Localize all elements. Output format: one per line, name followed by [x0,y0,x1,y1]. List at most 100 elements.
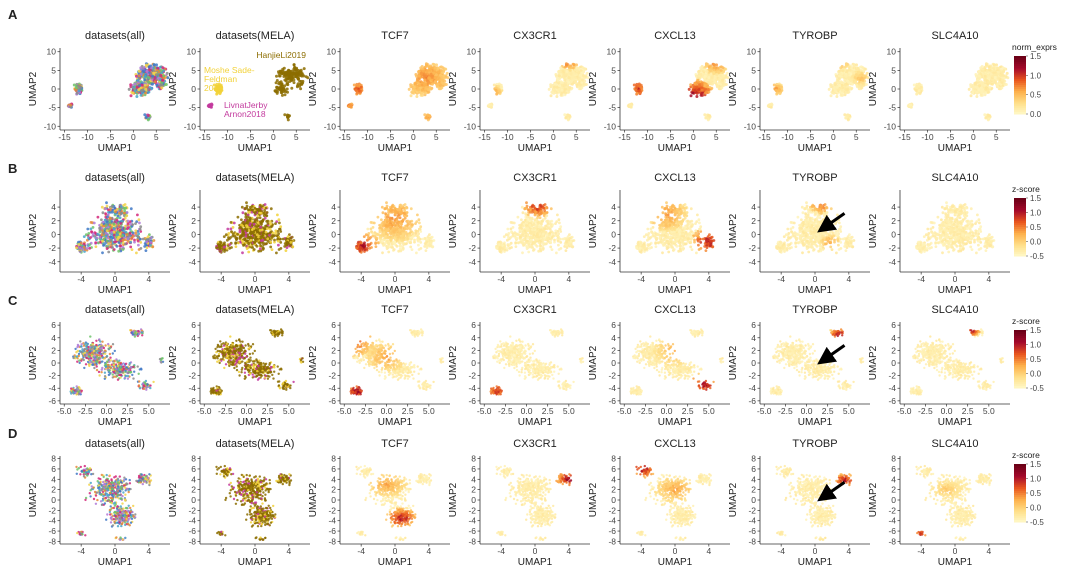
data-point [417,69,421,73]
data-point [563,113,567,117]
data-point [92,221,96,225]
data-point [161,78,164,82]
data-point [162,69,165,73]
data-point [144,116,148,119]
data-point [774,88,778,92]
dataset-label: HanjieLi2019 [256,50,306,60]
data-point [419,66,423,70]
data-point [302,67,306,71]
data-point [415,95,419,98]
data-point [975,95,979,98]
data-point [568,68,572,72]
data-point [704,116,708,119]
data-point [557,69,561,73]
data-point [851,74,855,78]
data-point [703,78,707,82]
data-point [130,236,134,239]
data-point [137,74,141,78]
data-point [426,114,430,117]
data-point [97,241,100,245]
data-point [139,225,143,229]
data-point [706,118,710,122]
data-point [155,63,158,67]
data-point [122,206,126,210]
data-point [637,84,641,88]
data-point [637,89,641,93]
data-point [279,80,283,84]
data-point [427,90,431,94]
panel-title: CX3CR1 [513,30,556,42]
colorbar-segment [1014,106,1026,109]
data-point [977,74,981,78]
data-point [579,73,583,77]
data-point [992,63,996,67]
data-point [286,114,290,117]
data-point [355,91,359,95]
data-point [77,84,81,88]
data-point [121,246,125,249]
data-point [700,91,704,95]
x-axis-label: UMAP1 [238,143,273,154]
data-point [424,116,428,119]
data-point [276,90,279,94]
data-point [494,88,498,92]
data-point [846,88,850,91]
data-point [349,103,352,107]
colorbar-segment [1014,104,1026,107]
x-tick-label: -15 [618,132,631,142]
data-point [439,73,443,77]
data-point [584,83,588,86]
data-point [850,82,854,86]
data-point [840,88,844,92]
y-tick-label: 0 [331,84,336,94]
data-point [725,71,729,75]
data-point [436,67,440,70]
data-point [409,83,413,87]
data-point [991,74,995,78]
data-point [979,93,983,97]
data-point [121,241,125,245]
data-point [112,248,116,251]
data-point [273,89,277,93]
data-point [993,76,997,79]
data-point [703,113,707,117]
data-point [635,91,639,95]
y-axis-label: UMAP2 [28,213,39,248]
data-point [409,94,413,98]
dataset-label: Moshe Sade-Feldman 2018 [204,65,255,93]
data-point [693,89,697,93]
x-tick-label: -10 [501,132,514,142]
data-point [580,71,584,75]
data-point [98,235,102,239]
data-point [977,88,981,92]
data-point [214,88,218,92]
x-tick-label: 5 [994,132,999,142]
data-point [285,82,289,86]
data-point [129,240,133,244]
data-point [567,76,571,80]
data-point [709,72,713,76]
y-tick-label: -5 [48,103,56,113]
data-point [572,63,576,67]
data-point [136,78,140,82]
data-point [100,205,104,209]
data-point [143,74,147,78]
data-point [285,87,289,91]
data-point [82,235,86,239]
data-point [1000,86,1004,90]
data-point [158,65,162,69]
panel-title: datasets(all) [85,172,145,184]
colorbar-segment [1014,79,1026,82]
data-point [127,233,131,237]
data-point [407,87,411,91]
data-point [284,79,288,83]
data-point [146,118,150,122]
data-point [711,74,715,78]
legend-tick-label: 1.0 [1030,71,1042,80]
colorbar-segment [1014,56,1026,59]
data-point [275,85,279,89]
data-point [433,76,437,79]
data-point [74,88,78,92]
data-point [835,85,839,89]
